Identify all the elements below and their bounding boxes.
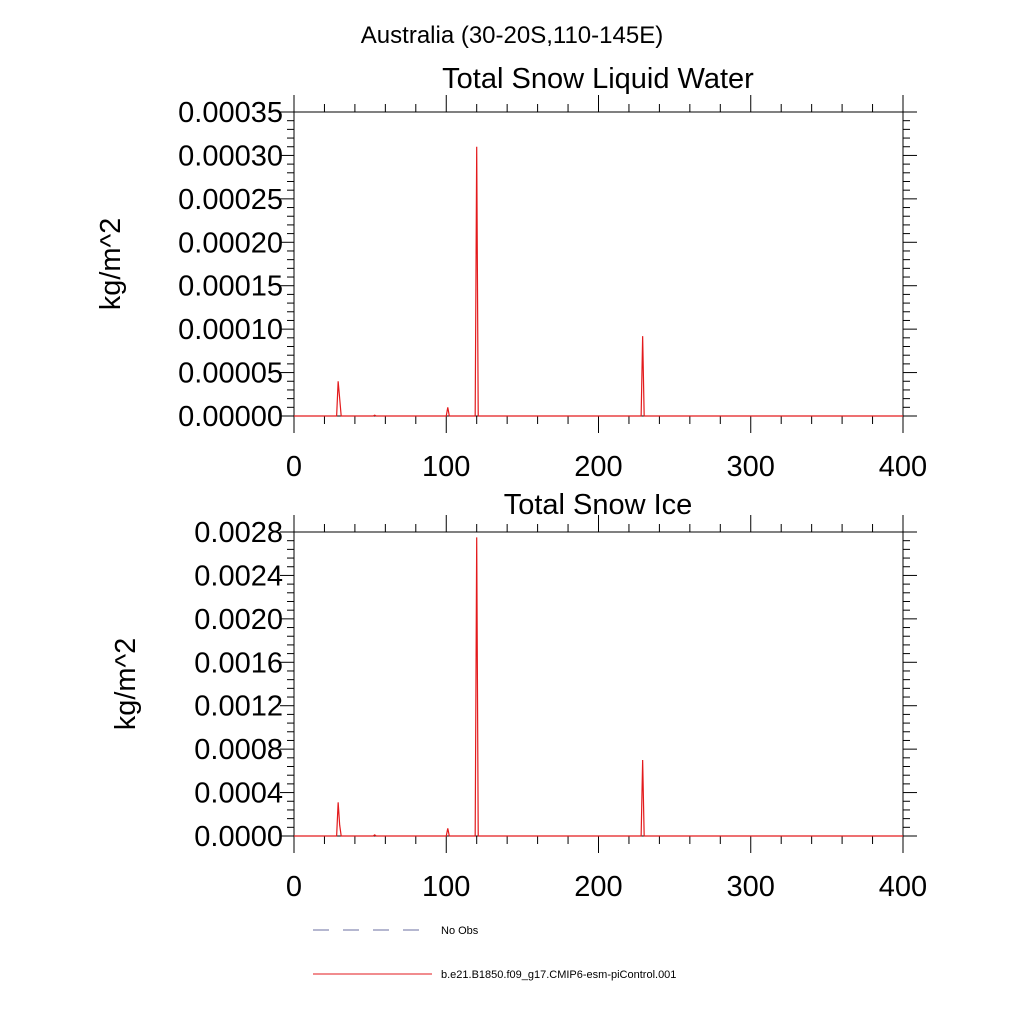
x-tick-label: 200 (574, 451, 622, 483)
y-tick-label: 0.0024 (194, 560, 283, 592)
panel-title: Total Snow Liquid Water (442, 63, 754, 95)
y-tick-label: 0.0028 (194, 517, 283, 549)
y-tick-label: 0.00025 (178, 184, 283, 216)
y-tick-label: 0.00030 (178, 140, 283, 172)
legend: No Obs b.e21.B1850.f09_g17.CMIP6-esm-piC… (313, 925, 676, 981)
y-tick-label: 0.00000 (178, 401, 283, 433)
y-tick-label: 0.0004 (194, 778, 283, 810)
x-tick-label: 0 (286, 871, 302, 903)
axes: 0 100 200 300 400 0.0000 0.0004 0.0008 0.0012 0.0… (194, 515, 927, 903)
y-tick-label: 0.00015 (178, 271, 283, 303)
y-tick-label: 0.00020 (178, 227, 283, 259)
plot-data (294, 146, 903, 417)
y-tick-label: 0.0016 (194, 647, 283, 679)
x-tick-label: 300 (727, 871, 775, 903)
y-tick-label: 0.00010 (178, 314, 283, 346)
y-axis-label: kg/m^2 (110, 638, 142, 731)
x-tick-label: 200 (574, 871, 622, 903)
y-tick-label: 0.00005 (178, 358, 283, 390)
axes: 0 100 200 300 400 0.00000 0.00005 0.00010 0.0001… (178, 95, 927, 483)
x-tick-label: 100 (422, 451, 470, 483)
y-tick-label: 0.0008 (194, 734, 283, 766)
x-tick-label: 400 (879, 871, 927, 903)
y-tick-label: 0.0020 (194, 604, 283, 636)
x-tick-label: 100 (422, 871, 470, 903)
legend-label-no-obs: No Obs (441, 925, 479, 937)
plot-data (294, 537, 903, 837)
x-tick-label: 300 (727, 451, 775, 483)
figure-title: Australia (30-20S,110-145E) (361, 22, 663, 49)
y-tick-label: 0.0012 (194, 691, 283, 723)
x-tick-label: 400 (879, 451, 927, 483)
panel-total-snow-liquid-water: Total Snow Liquid Water kg/m^2 0 100 200 30… (95, 63, 927, 483)
panel-total-snow-ice: Total Snow Ice kg/m^2 0 100 200 300 4000.000… (110, 489, 927, 903)
x-tick-label: 0 (286, 451, 302, 483)
y-axis-label: kg/m^2 (95, 218, 127, 311)
y-tick-label: 0.0000 (194, 821, 283, 853)
legend-label-model: b.e21.B1850.f09_g17.CMIP6-esm-piControl.… (441, 969, 676, 981)
y-tick-label: 0.00035 (178, 97, 283, 129)
series-line-b-e21-b1850-f09-g17-cmip6-esm-picontrol-001 (294, 537, 903, 837)
series-line-b-e21-b1850-f09-g17-cmip6-esm-picontrol-001 (294, 146, 903, 417)
